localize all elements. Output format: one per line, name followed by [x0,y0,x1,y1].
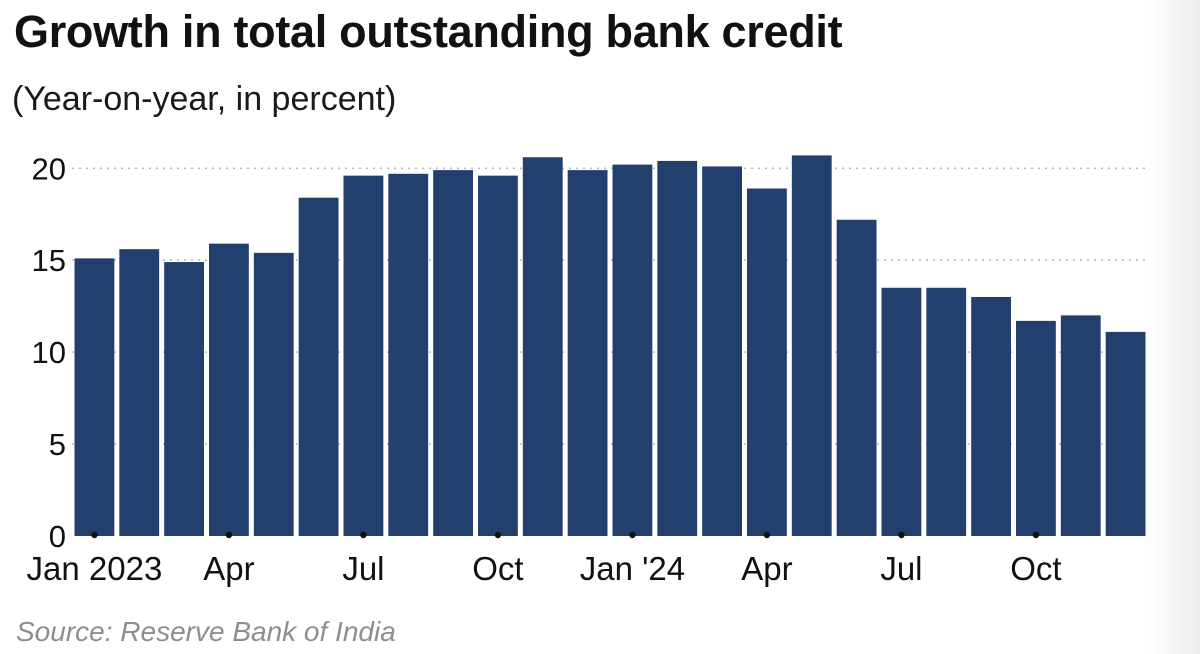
bar-21 [1016,320,1056,536]
y-tick-label: 5 [49,427,66,462]
x-tick-mark [225,531,233,539]
bar-15 [747,188,787,536]
bar-10 [522,157,563,537]
bar-20 [971,296,1011,536]
bar-23 [1105,331,1146,536]
bar-7 [388,173,429,537]
x-tick-label: Oct [1010,550,1061,587]
source-note: Source: Reserve Bank of India [16,616,396,647]
bars [74,155,1146,537]
bar-3 [209,243,249,536]
bar-4 [253,252,294,536]
x-tick-label: Oct [472,550,523,587]
y-tick-label: 15 [32,243,66,278]
bar-19 [926,287,967,536]
x-tick-label: Apr [741,550,792,587]
bar-0 [74,258,115,536]
x-axis: Jan 2023 Apr Jul Oct Jan '24 Apr Jul Oct [27,531,1062,587]
x-tick-mark [360,531,367,539]
x-tick-label: Jan '24 [580,550,685,587]
x-tick-mark [1032,531,1040,539]
y-axis: 0 5 10 15 20 [32,151,66,554]
bar-2 [164,262,204,536]
gridlines [72,167,1148,445]
bar-17 [836,219,877,536]
chart-subtitle: (Year-on-year, in percent) [12,80,397,118]
x-tick-label: Jan 2023 [27,550,163,587]
x-tick-label: Jul [342,550,384,587]
bar-8 [433,170,473,537]
bar-18 [881,287,922,536]
bar-13 [657,160,698,537]
bar-9 [478,175,518,536]
right-edge-shade [1148,0,1200,654]
bar-16 [791,155,832,536]
chart-title: Growth in total outstanding bank credit [14,6,843,57]
x-tick-label: Jul [880,550,922,587]
bar-6 [343,175,384,536]
bar-12 [612,164,653,536]
y-tick-label: 10 [32,335,66,370]
x-tick-label: Apr [203,550,254,587]
bar-22 [1060,315,1101,536]
x-tick-mark [763,531,771,539]
x-tick-mark [494,531,502,539]
bar-5 [298,197,339,536]
x-tick-mark [898,531,905,539]
bar-14 [702,166,742,536]
bar-1 [119,249,160,537]
x-tick-mark [91,531,98,539]
y-tick-label: 0 [49,519,66,554]
y-tick-label: 20 [32,151,66,186]
bar-11 [567,170,608,537]
x-tick-mark [629,531,636,539]
